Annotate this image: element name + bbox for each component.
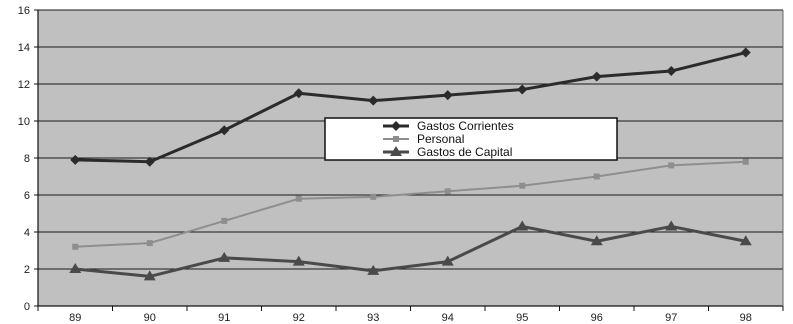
data-point bbox=[516, 220, 529, 231]
data-point bbox=[219, 125, 230, 136]
x-tick-label: 97 bbox=[665, 312, 677, 324]
legend-label: Gastos de Capital bbox=[417, 145, 512, 159]
data-point bbox=[444, 188, 451, 195]
data-point bbox=[391, 121, 401, 131]
data-point bbox=[740, 47, 751, 58]
data-point bbox=[665, 220, 678, 231]
data-point bbox=[292, 255, 305, 266]
data-point bbox=[442, 90, 453, 101]
data-point bbox=[72, 243, 79, 250]
legend-label: Gastos Corrientes bbox=[417, 119, 514, 133]
series-line bbox=[75, 160, 746, 248]
data-point bbox=[218, 251, 231, 262]
data-point bbox=[295, 195, 302, 202]
data-point bbox=[146, 240, 153, 247]
y-tick-label: 14 bbox=[18, 42, 30, 54]
y-tick-label: 4 bbox=[24, 227, 30, 239]
y-tick-label: 10 bbox=[18, 116, 30, 128]
y-tick-label: 6 bbox=[24, 190, 30, 202]
y-tick-label: 2 bbox=[24, 264, 30, 276]
data-point bbox=[367, 264, 380, 275]
series-gastos-corrientes bbox=[70, 47, 751, 167]
data-point bbox=[441, 255, 454, 266]
data-point bbox=[519, 182, 526, 189]
series-gastos-de-capital bbox=[69, 220, 752, 281]
data-point bbox=[144, 156, 155, 167]
data-point bbox=[742, 158, 749, 165]
legend-item: Gastos Corrientes bbox=[383, 119, 514, 133]
x-tick-label: 92 bbox=[293, 312, 305, 324]
legend-item: Gastos de Capital bbox=[383, 145, 512, 159]
data-point bbox=[739, 235, 752, 246]
data-point bbox=[666, 66, 677, 77]
data-point bbox=[668, 162, 675, 169]
data-point bbox=[293, 88, 304, 99]
data-point bbox=[370, 193, 377, 200]
y-axis-ticks: 0 2 4 6 8 10 12 14 16 bbox=[18, 5, 38, 313]
data-point bbox=[593, 173, 600, 180]
x-tick-label: 90 bbox=[144, 312, 156, 324]
data-point bbox=[69, 263, 82, 273]
series-group bbox=[69, 47, 752, 281]
x-tick-label: 94 bbox=[442, 312, 454, 324]
data-point bbox=[590, 235, 603, 246]
data-point bbox=[221, 217, 228, 224]
data-point bbox=[368, 95, 379, 106]
data-point bbox=[143, 270, 156, 281]
x-tick-label: 96 bbox=[591, 312, 603, 324]
data-point bbox=[393, 136, 399, 142]
series-line bbox=[75, 224, 747, 278]
y-tick-label: 12 bbox=[18, 79, 30, 91]
y-tick-label: 0 bbox=[24, 301, 30, 313]
series-personal bbox=[72, 158, 749, 250]
legend-label: Personal bbox=[417, 132, 464, 146]
data-point bbox=[390, 146, 402, 156]
data-point bbox=[70, 154, 81, 165]
legend-item: Personal bbox=[383, 132, 464, 146]
x-tick-label: 98 bbox=[740, 312, 752, 324]
x-tick-label: 93 bbox=[367, 312, 379, 324]
series-line bbox=[75, 51, 747, 164]
data-point bbox=[517, 84, 528, 95]
y-tick-label: 16 bbox=[18, 5, 30, 17]
legend-box bbox=[324, 117, 618, 161]
x-tick-label: 89 bbox=[69, 312, 81, 324]
x-tick-label: 95 bbox=[516, 312, 528, 324]
y-tick-label: 8 bbox=[24, 153, 30, 165]
x-axis-ticks: 89 90 91 92 93 94 95 96 97 98 bbox=[37, 306, 784, 324]
x-tick-label: 91 bbox=[218, 312, 230, 324]
data-point bbox=[591, 71, 602, 82]
